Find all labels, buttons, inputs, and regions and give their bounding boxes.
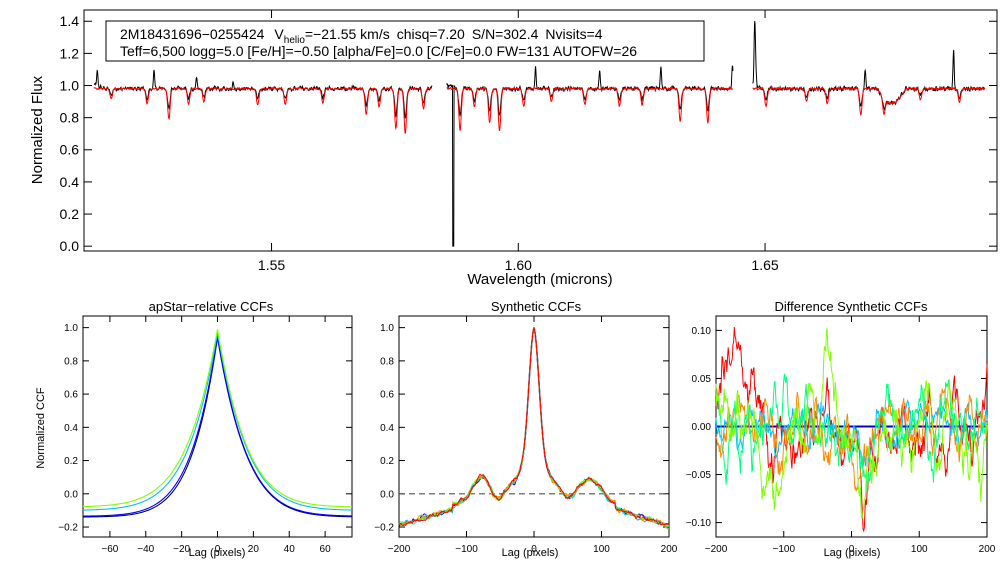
ccf-difference-title: Difference Synthetic CCFs: [775, 299, 928, 314]
ccf-apstar-panel: apStar−relative CCFs −60 −40 −20 0 20 40 60 −0.…: [35, 299, 353, 559]
x-tick-label: 1.55: [258, 257, 285, 273]
y-tick-label: 0.8: [64, 356, 78, 367]
ccf-synthetic-lines: [398, 327, 670, 530]
y-tick-label: −0.05: [686, 470, 712, 481]
ccf-synthetic-series-4: [398, 327, 670, 529]
ccf-difference-panel: Difference Synthetic CCFs −200 −100 0 100 20…: [686, 299, 996, 559]
vhelio-label: V: [274, 26, 284, 42]
y-tick-label: 0.4: [380, 423, 394, 434]
x-tick-label: 20: [248, 544, 260, 555]
x-tick-label: 100: [593, 544, 610, 555]
spectrum-annotation-box: 2M18431696−0255424 Vhelio=−21.55 km/s chis…: [105, 20, 705, 62]
ccf-synthetic-series-2: [398, 327, 670, 527]
ccf-difference-lines: [715, 326, 988, 533]
y-tick-label: 0.2: [380, 456, 394, 467]
y-tick-label: 0.2: [60, 206, 80, 222]
ccf-apstar-x-label: Lag (pixels): [189, 547, 246, 559]
ccf-synthetic-frame: [398, 315, 670, 538]
spectrum-ticks: 1.55 1.60 1.65 0.0 0.2 0.4 0.6 0.8 1.0 1.2 1.4: [60, 10, 997, 273]
y-tick-label: 0.00: [692, 422, 712, 433]
x-tick-label: −200: [705, 544, 728, 555]
x-tick-label: −100: [455, 544, 478, 555]
x-tick-label: 1.65: [751, 257, 778, 273]
model-spectrum-chip-1: [93, 86, 433, 134]
ccf-apstar-series-3: [82, 332, 353, 511]
spectrum-y-label: Normalized Flux: [29, 75, 46, 184]
x-tick-label: 100: [911, 544, 928, 555]
y-tick-label: 1.0: [60, 77, 80, 93]
x-tick-label: −60: [101, 544, 118, 555]
ccf-apstar-series-2: [82, 335, 353, 517]
y-tick-label: 0.8: [60, 110, 80, 126]
y-tick-label: 0.0: [64, 489, 78, 500]
x-tick-label: 200: [661, 544, 678, 555]
x-tick-label: 0: [531, 544, 537, 555]
y-tick-label: −0.2: [374, 523, 394, 534]
ccf-apstar-lines: [82, 329, 353, 518]
ccf-synthetic-series-1: [398, 327, 670, 527]
y-tick-label: 1.0: [380, 323, 394, 334]
y-tick-label: 0.4: [60, 174, 80, 190]
y-tick-label: 0.0: [380, 489, 394, 500]
y-tick-label: 0.0: [60, 238, 80, 254]
y-tick-label: 1.4: [60, 13, 80, 29]
x-tick-label: −200: [388, 544, 411, 555]
y-tick-label: −0.2: [58, 523, 78, 534]
ccf-synthetic-x-label: Lag (pixels): [502, 547, 559, 559]
annotation-frame: [105, 20, 705, 62]
ccf-apstar-ticks: −60 −40 −20 0 20 40 60 −0.2 0.0 0.2 0.4 0.6 0.8 1.0: [58, 316, 352, 555]
y-tick-label: 0.2: [64, 456, 78, 467]
y-tick-label: 0.4: [64, 423, 78, 434]
y-tick-label: 0.6: [380, 390, 394, 401]
ccf-difference-x-label: Lag (pixels): [824, 547, 881, 559]
x-tick-label: −40: [137, 544, 154, 555]
snr-value: S/N=302.4: [472, 26, 539, 42]
ccf-synthetic-series-3: [398, 327, 670, 529]
x-tick-label: 0: [849, 544, 855, 555]
vhelio-subscript: helio: [284, 35, 306, 46]
y-tick-label: 0.6: [60, 142, 80, 158]
ccf-difference-series-5: [715, 373, 988, 492]
ccf-difference-series-6: [715, 328, 988, 520]
x-tick-label: −20: [173, 544, 190, 555]
x-tick-label: 60: [320, 544, 332, 555]
annotation-line-1: 2M18431696−0255424 Vhelio=−21.55 km/s chis…: [120, 26, 603, 46]
spectrum-x-label: Wavelength (microns): [467, 271, 612, 288]
x-tick-label: 0: [215, 544, 221, 555]
y-tick-label: 0.10: [692, 326, 712, 337]
model-spectrum-chip-3: [752, 86, 986, 117]
observed-spectrum-chip-2: [446, 65, 734, 247]
model-spectrum-chip-2: [446, 86, 734, 132]
ccf-apstar-title: apStar−relative CCFs: [149, 299, 274, 314]
spectrum-frame: [83, 9, 998, 252]
ccf-apstar-series-1: [83, 337, 353, 518]
y-tick-label: 0.8: [380, 356, 394, 367]
ccf-apstar-series-4: [82, 329, 353, 508]
ccf-apstar-y-label: Normalized CCF: [35, 387, 47, 469]
ccf-synthetic-title: Synthetic CCFs: [491, 299, 582, 314]
y-tick-label: 1.2: [60, 45, 80, 61]
nvisits-value: Nvisits=4: [545, 26, 602, 42]
ccf-synthetic-series-7: [398, 327, 670, 527]
x-tick-label: 1.60: [505, 257, 532, 273]
observed-spectrum-chip-3: [752, 20, 986, 112]
ccf-synthetic-panel: Synthetic CCFs −200 −100 0 100 200 −0.2 0.0 0.2…: [374, 299, 678, 559]
y-tick-label: 1.0: [64, 323, 78, 334]
ccf-synthetic-ticks: −200 −100 0 100 200 −0.2 0.0 0.2 0.4 0.6 0.8 1.0: [374, 316, 678, 555]
spectrum-panel: 1.55 1.60 1.65 0.0 0.2 0.4 0.6 0.8 1.0 1.2 1.4 Wav…: [29, 9, 998, 288]
star-id: 2M18431696−0255424: [120, 26, 265, 42]
ccf-synthetic-series-5: [398, 327, 670, 527]
x-tick-label: 40: [284, 544, 296, 555]
spectrum-lines: [93, 20, 986, 247]
y-tick-label: 0.6: [64, 390, 78, 401]
x-tick-label: 200: [979, 544, 996, 555]
annotation-line-2: Teff=6,500 logg=5.0 [Fe/H]=−0.50 [alpha/…: [120, 43, 637, 59]
vhelio-value: =−21.55 km/s: [305, 26, 390, 42]
x-tick-label: −100: [772, 544, 795, 555]
y-tick-label: −0.10: [686, 518, 712, 529]
ccf-synthetic-series-6: [398, 327, 670, 530]
y-tick-label: 0.05: [692, 374, 712, 385]
chisq-value: chisq=7.20: [397, 26, 465, 42]
